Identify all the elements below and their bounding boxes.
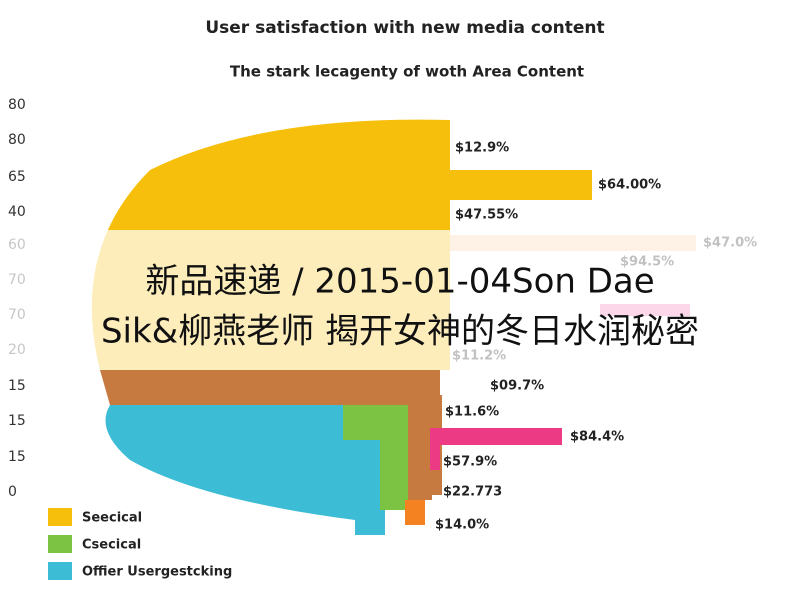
overlay-band xyxy=(0,230,800,370)
axis-label: 40 xyxy=(8,204,26,220)
legend-swatch xyxy=(48,562,72,580)
legend-label: Seecical xyxy=(82,511,142,526)
legend-label: Offier Usergestcking xyxy=(82,565,232,580)
value-label: $14.0% xyxy=(435,518,489,533)
green-block xyxy=(343,405,380,440)
overlay-text: Sik&柳燕老师 揭开女神的冬日水润秘密 xyxy=(101,312,699,352)
green-stem xyxy=(380,405,408,510)
value-label: $22.773 xyxy=(443,485,502,500)
value-label: $11.6% xyxy=(445,405,499,420)
axis-label: 65 xyxy=(8,169,26,185)
pink-stem xyxy=(430,445,440,470)
title: User satisfaction with new media content xyxy=(205,18,604,38)
legend-label: Csecical xyxy=(82,538,141,553)
cyan-body xyxy=(105,405,355,520)
value-label: $47.55% xyxy=(455,208,518,223)
value-label: $64.00% xyxy=(598,178,661,193)
value-label: $12.9% xyxy=(455,141,509,156)
subtitle: The stark lecagenty of woth Area Content xyxy=(230,63,584,81)
legend-swatch xyxy=(48,508,72,526)
value-label: $57.9% xyxy=(443,455,497,470)
axis-label: 15 xyxy=(8,449,26,465)
yellow-step xyxy=(450,170,592,200)
axis-label: 0 xyxy=(8,484,17,500)
orange-block xyxy=(405,500,425,525)
axis-label: 15 xyxy=(8,378,26,394)
axis-label: 80 xyxy=(8,132,26,148)
cyan-area xyxy=(110,405,385,535)
brown-band xyxy=(100,370,440,405)
axis-label: 15 xyxy=(8,413,26,429)
value-label: $09.7% xyxy=(490,379,544,394)
legend-swatch xyxy=(48,535,72,553)
overlay-text: 新品速递 / 2015-01-04Son Dae xyxy=(145,262,654,302)
axis-label: 80 xyxy=(8,97,26,113)
value-label: $84.4% xyxy=(570,430,624,445)
pink-bar xyxy=(430,428,562,445)
brown-block xyxy=(408,405,432,500)
